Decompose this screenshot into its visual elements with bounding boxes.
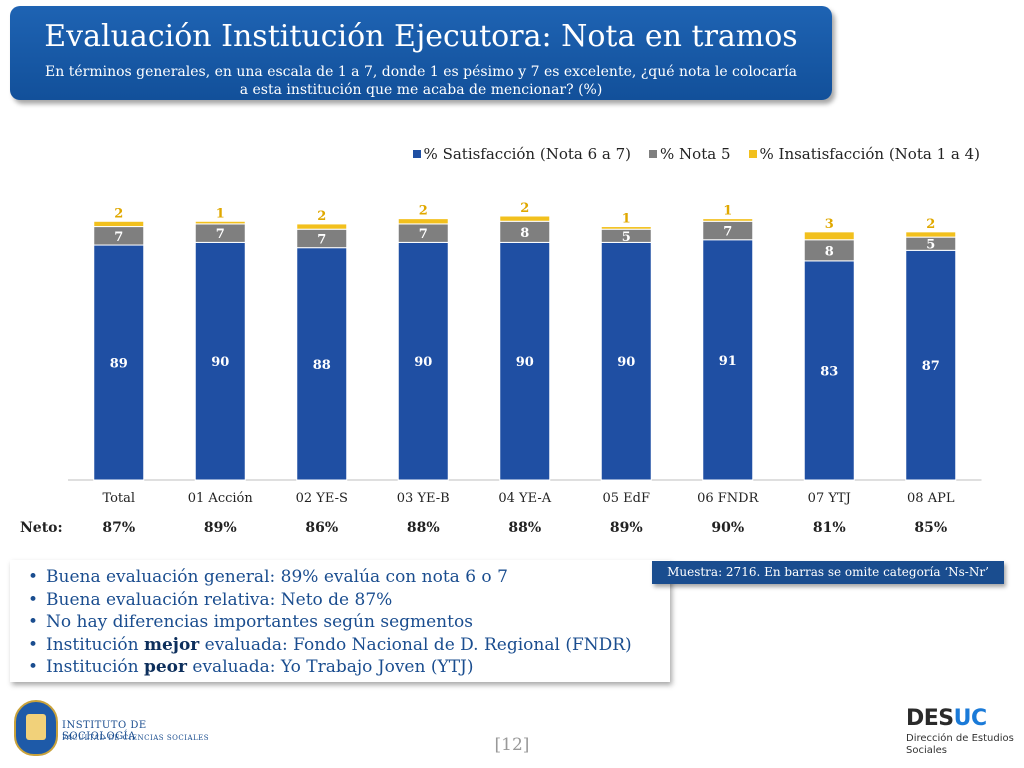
neto-value: 88% [508,520,541,536]
x-tick-label: 06 FNDR [697,491,759,506]
x-tick-label: 08 APL [907,491,955,506]
neto-value: 90% [711,520,744,536]
data-label: 83 [820,364,838,379]
summary-item: Institución peor evaluada: Yo Trabajo Jo… [28,656,670,679]
instituto-sociologia-logo: INSTITUTO DE SOCIOLOGÍA FACULTAD DE CIEN… [12,700,212,758]
logo-left-line2: FACULTAD DE CIENCIAS SOCIALES [62,734,210,742]
bar-segment-insatisfaccion [397,218,449,225]
data-label: 90 [617,355,635,370]
neto-value: 85% [914,520,947,536]
bar-segment-insatisfaccion [905,231,957,238]
x-tick-label: 02 YE-S [296,491,348,506]
data-label: 1 [723,204,732,219]
data-label: 7 [317,232,326,247]
data-label: 2 [520,201,529,216]
bar-segment-satisfaccion [93,244,145,481]
bar-segment-satisfaccion [905,249,957,481]
bar-segment-satisfaccion [702,239,754,481]
legend-item-nota5: % Nota 5 [649,145,731,163]
bar-segment-insatisfaccion [702,218,754,222]
legend-item-insatisfaccion: % Insatisfacción (Nota 1 a 4) [748,145,981,163]
data-label: 3 [825,217,834,232]
x-tick-label: Total [102,491,135,506]
data-label: 87 [922,359,940,374]
legend-item-satisfaccion: % Satisfacción (Nota 6 a 7) [412,145,632,163]
desuc-brand: DESUC [906,706,987,731]
data-label: 1 [622,212,631,227]
bar-segment-insatisfaccion [499,215,551,222]
data-label: 88 [313,358,331,373]
x-tick-label: 04 YE-A [498,491,551,506]
data-label: 91 [719,354,737,369]
bar-segment-satisfaccion [296,247,348,481]
slide-subtitle: En términos generales, en una escala de … [45,64,797,98]
data-label: 5 [926,238,935,253]
data-label: 90 [516,355,534,370]
data-label: 2 [114,206,123,221]
x-tick-label: 05 EdF [602,491,650,506]
data-label: 2 [317,209,326,224]
summary-item: Buena evaluación relativa: Neto de 87% [28,589,670,612]
data-label: 5 [622,230,631,245]
summary-box: Buena evaluación general: 89% evalúa con… [10,560,670,682]
bar-segment-satisfaccion [194,241,246,481]
neto-value: 86% [305,520,338,536]
x-tick-label: 01 Acción [188,491,254,506]
page-number: [12] [494,735,530,755]
neto-value: 89% [610,520,643,536]
data-label: 89 [110,357,128,372]
bar-segment-insatisfaccion [194,220,246,225]
summary-item: No hay diferencias importantes según seg… [28,611,670,634]
data-label: 8 [825,244,834,259]
neto-value: 89% [204,520,237,536]
bar-segment-insatisfaccion [803,231,855,241]
legend-label-satisfaccion: % Satisfacción (Nota 6 a 7) [423,145,632,163]
title-banner: Evaluación Institución Ejecutora: Nota e… [10,6,832,100]
summary-item: Buena evaluación general: 89% evalúa con… [28,566,670,589]
data-label: 7 [114,230,123,245]
desuc-logo: DESUC Dirección de Estudios Sociales [906,706,1016,762]
bar-segment-satisfaccion [600,241,652,481]
data-label: 2 [926,217,935,232]
chart-legend: % Satisfacción (Nota 6 a 7) % Nota 5 % I… [300,145,980,163]
data-label: 7 [216,227,225,242]
neto-value: 81% [813,520,846,536]
bar-segment-insatisfaccion [600,226,652,230]
legend-swatch-nota5 [649,150,658,158]
summary-list: Buena evaluación general: 89% evalúa con… [10,566,670,679]
data-label: 7 [419,227,428,242]
data-label: 1 [216,206,225,221]
neto-label: Neto: [20,520,63,536]
desuc-description: Dirección de Estudios Sociales [906,733,1014,756]
legend-swatch-satisfaccion [412,150,421,158]
neto-value: 87% [102,520,135,536]
bar-segment-insatisfaccion [296,223,348,230]
x-tick-label: 07 YTJ [808,491,851,506]
summary-item: Institución mejor evaluada: Fondo Nacion… [28,634,670,657]
legend-label-insatisfaccion: % Insatisfacción (Nota 1 a 4) [759,145,981,163]
x-tick-label: 03 YE-B [397,491,450,506]
bar-segment-satisfaccion [397,241,449,481]
legend-label-nota5: % Nota 5 [660,145,731,163]
data-label: 2 [419,204,428,219]
data-label: 8 [520,226,529,241]
bar-segment-satisfaccion [499,241,551,481]
legend-swatch-insatisfaccion [748,150,757,158]
data-label: 7 [723,225,732,240]
neto-value: 88% [407,520,440,536]
data-label: 90 [211,355,229,370]
logo-left-line1: INSTITUTO DE SOCIOLOGÍA [62,720,147,742]
slide-title: Evaluación Institución Ejecutora: Nota e… [44,19,798,54]
bar-segment-insatisfaccion [93,220,145,228]
data-label: 90 [414,355,432,370]
university-seal-icon [14,700,58,756]
sample-note: Muestra: 2716. En barras se omite catego… [652,561,1004,584]
